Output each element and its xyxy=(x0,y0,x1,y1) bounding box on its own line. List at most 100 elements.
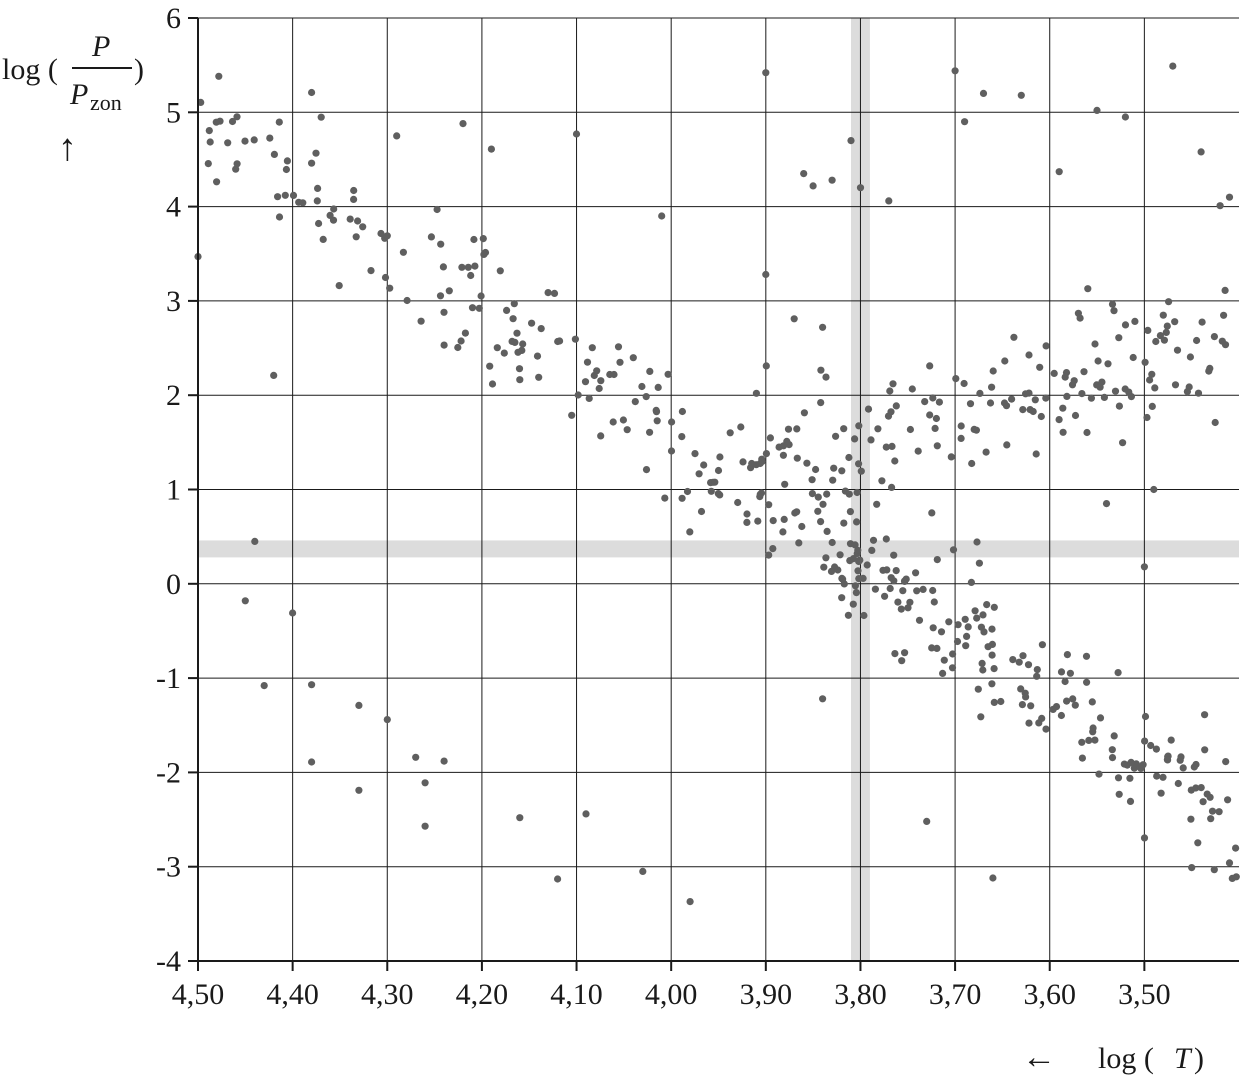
data-point xyxy=(863,561,871,569)
data-point xyxy=(319,235,327,243)
data-point xyxy=(470,235,478,244)
data-point xyxy=(1057,711,1065,720)
data-point xyxy=(780,515,788,524)
data-point xyxy=(997,697,1005,706)
data-point xyxy=(963,632,971,641)
data-point xyxy=(686,528,694,536)
data-point xyxy=(1197,148,1205,156)
data-point xyxy=(885,197,893,205)
data-point xyxy=(953,637,962,646)
x-tick-label: 4,10 xyxy=(550,978,603,1011)
data-point xyxy=(350,186,358,195)
data-point xyxy=(748,459,756,468)
data-point xyxy=(886,387,894,395)
data-point xyxy=(954,621,962,629)
data-point xyxy=(593,367,601,375)
data-point xyxy=(871,585,880,593)
data-point xyxy=(840,425,848,433)
data-point xyxy=(1171,318,1179,326)
data-point xyxy=(588,344,596,352)
data-point xyxy=(830,464,838,472)
data-point xyxy=(820,563,828,571)
data-point xyxy=(846,508,855,516)
data-point xyxy=(1131,317,1139,325)
data-point xyxy=(1187,815,1195,823)
data-point xyxy=(574,391,582,399)
data-point xyxy=(1061,677,1069,686)
data-point xyxy=(1110,732,1118,740)
data-point xyxy=(350,195,358,203)
data-point xyxy=(915,616,924,624)
y-tick-label: -1 xyxy=(156,662,181,695)
data-point xyxy=(756,459,764,468)
data-point xyxy=(467,271,475,280)
data-point xyxy=(510,300,518,308)
data-point xyxy=(912,569,920,577)
data-point xyxy=(354,217,362,225)
data-point xyxy=(493,344,501,352)
data-point xyxy=(1141,358,1149,366)
data-point xyxy=(1232,844,1240,852)
data-point xyxy=(1110,307,1118,315)
data-point xyxy=(457,337,465,345)
x-label-arrow: ← xyxy=(1022,1039,1056,1076)
data-point xyxy=(519,340,527,348)
y-label-denominator-sub: zon xyxy=(90,90,122,115)
data-point xyxy=(986,399,995,407)
data-point xyxy=(266,134,274,142)
data-point xyxy=(879,566,887,574)
data-point xyxy=(1049,705,1057,714)
data-point xyxy=(468,304,477,312)
data-point xyxy=(976,389,984,397)
data-point xyxy=(898,657,906,665)
data-point xyxy=(1222,758,1230,766)
data-point xyxy=(968,459,976,468)
data-point xyxy=(1208,807,1217,815)
data-point xyxy=(762,69,770,77)
data-point xyxy=(855,460,863,468)
data-point xyxy=(988,625,996,633)
data-point xyxy=(743,510,751,518)
data-point xyxy=(1148,370,1156,378)
data-point xyxy=(1176,756,1184,764)
y-tick-label: 6 xyxy=(166,2,181,35)
data-point xyxy=(1141,737,1149,745)
data-point xyxy=(500,349,508,357)
data-point xyxy=(1207,815,1215,823)
data-point xyxy=(487,145,495,153)
data-point xyxy=(270,150,278,158)
data-point xyxy=(1115,334,1123,342)
data-point xyxy=(1140,834,1149,842)
data-point xyxy=(762,362,770,370)
data-point xyxy=(878,477,886,485)
data-point xyxy=(346,215,354,223)
data-point xyxy=(860,611,868,620)
data-point xyxy=(274,193,282,201)
data-point xyxy=(260,682,268,690)
data-point xyxy=(1070,377,1078,385)
data-points xyxy=(194,62,1240,906)
data-point xyxy=(769,517,777,525)
data-point xyxy=(929,624,937,632)
data-point xyxy=(790,315,798,323)
data-point xyxy=(765,501,773,509)
data-point xyxy=(923,817,931,826)
data-point xyxy=(1017,685,1025,693)
data-point xyxy=(1198,318,1206,326)
data-point xyxy=(1150,485,1158,494)
data-point xyxy=(1201,746,1209,754)
data-point xyxy=(1129,353,1137,362)
data-point xyxy=(281,191,289,199)
data-point xyxy=(803,459,811,467)
data-point xyxy=(528,319,536,327)
data-point xyxy=(779,442,788,450)
data-point xyxy=(1152,745,1160,753)
data-point xyxy=(988,651,996,659)
data-point xyxy=(766,434,775,442)
data-point xyxy=(1095,770,1103,778)
data-point xyxy=(317,113,325,121)
data-point xyxy=(930,598,938,606)
data-point xyxy=(251,537,259,546)
data-point xyxy=(707,487,715,495)
data-point xyxy=(781,480,789,488)
